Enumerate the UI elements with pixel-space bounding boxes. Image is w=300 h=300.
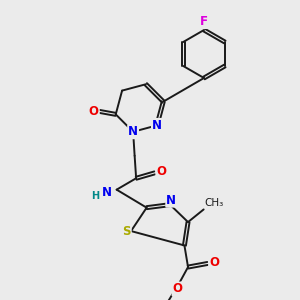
Text: H: H	[91, 191, 99, 201]
Text: O: O	[172, 283, 182, 296]
Text: N: N	[152, 119, 162, 132]
Text: N: N	[102, 186, 112, 199]
Text: CH₃: CH₃	[205, 198, 224, 208]
Text: O: O	[209, 256, 219, 269]
Text: N: N	[166, 194, 176, 207]
Text: O: O	[156, 165, 166, 178]
Text: S: S	[122, 225, 131, 238]
Text: N: N	[128, 125, 138, 138]
Text: F: F	[200, 15, 208, 28]
Text: O: O	[89, 105, 99, 118]
